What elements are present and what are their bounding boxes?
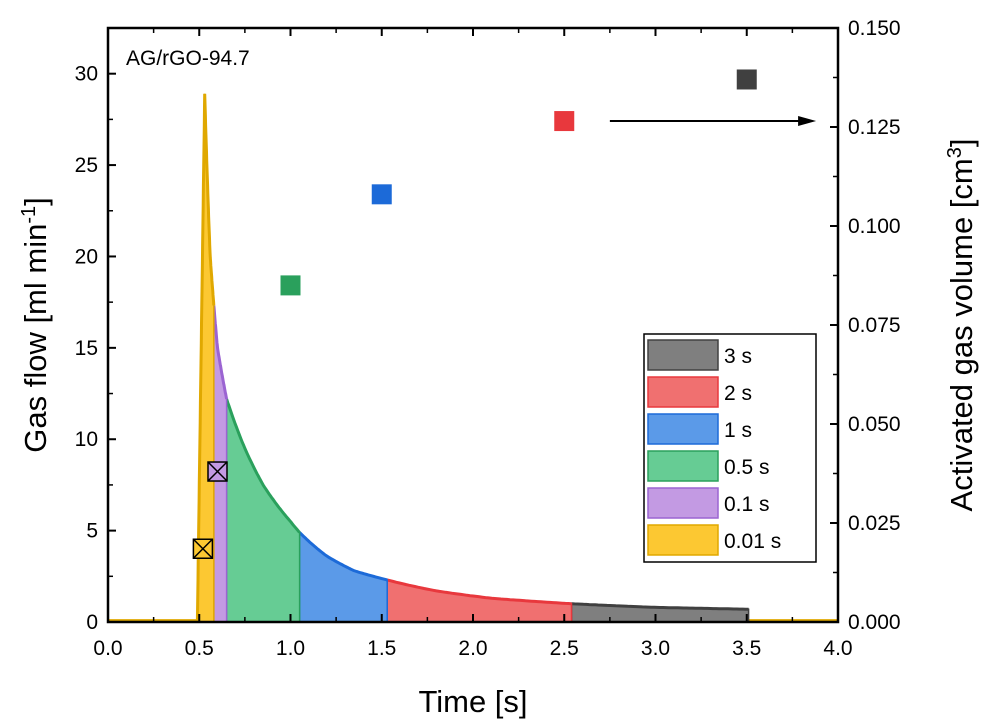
y-right-tick-label: 0.025 bbox=[848, 512, 901, 535]
series-areas bbox=[108, 93, 838, 623]
x-tick-label: 2.5 bbox=[550, 637, 579, 660]
y-left-tick-label: 15 bbox=[75, 337, 98, 360]
y-left-tick-label: 10 bbox=[75, 428, 98, 451]
flow-edge-1-s bbox=[298, 531, 388, 582]
y-right-tick-label: 0.100 bbox=[848, 215, 901, 238]
legend-label-0-5-s: 0.5 s bbox=[724, 456, 770, 479]
legend-label-0-1-s: 0.1 s bbox=[724, 493, 770, 516]
legend-swatch-0-01-s bbox=[647, 524, 719, 556]
volume-marker-cross-0-1-s bbox=[207, 461, 228, 482]
volume-marker-1-s bbox=[371, 184, 392, 205]
volume-marker-0-5-s bbox=[280, 275, 301, 296]
axis-ticks: 0.0 0.5 1.0 1.5 2.0 2.5 3.0 3.5 4.0 0 5 10 15 20 25 30 0… bbox=[75, 17, 901, 660]
legend-swatch-2-s bbox=[647, 376, 719, 408]
y-right-tick-label: 0.000 bbox=[848, 611, 901, 634]
y-axis-right-title: Activated gas volume [cm3] bbox=[944, 139, 979, 512]
y-right-title-text: Activated gas volume [cm bbox=[944, 158, 979, 511]
arrow-head bbox=[798, 116, 817, 127]
flow-edge-0-1-s bbox=[212, 305, 229, 400]
x-tick-label: 4.0 bbox=[823, 637, 852, 660]
x-tick-label: 1.0 bbox=[276, 637, 305, 660]
volume-marker-3-s bbox=[736, 69, 757, 90]
y-left-title-text: Gas flow [ml min bbox=[18, 224, 53, 453]
arrow-annotation bbox=[609, 116, 817, 127]
y-right-title-end: ] bbox=[944, 139, 979, 148]
x-tick-label: 0.0 bbox=[93, 637, 122, 660]
y-left-tick-label: 0 bbox=[86, 611, 98, 634]
y-left-tick-label: 20 bbox=[75, 245, 98, 268]
legend-label-1-s: 1 s bbox=[724, 419, 752, 442]
y-left-title-sup: -1 bbox=[18, 206, 40, 224]
y-right-tick-label: 0.050 bbox=[848, 413, 901, 436]
chart-annotation: AG/rGO-94.7 bbox=[126, 47, 250, 70]
x-axis-title: Time [s] bbox=[418, 684, 527, 719]
y-left-tick-label: 25 bbox=[75, 154, 98, 177]
legend-swatch-3-s bbox=[647, 339, 719, 371]
volume-marker-2-s bbox=[554, 111, 575, 132]
y-left-title-end: ] bbox=[18, 197, 53, 206]
legend: 3 s 2 s 1 s 0.5 s 0.1 s 0.01 s bbox=[643, 333, 817, 563]
flow-edge-0-01-s bbox=[195, 93, 216, 621]
volume-markers bbox=[192, 69, 757, 559]
x-tick-label: 3.5 bbox=[732, 637, 761, 660]
legend-swatch-0-1-s bbox=[647, 487, 719, 519]
y-right-title-sup: 3 bbox=[944, 147, 966, 158]
legend-label-2-s: 2 s bbox=[724, 382, 752, 405]
x-tick-label: 1.5 bbox=[367, 637, 396, 660]
flow-edge-3-s bbox=[571, 602, 749, 611]
y-axis-left-title: Gas flow [ml min-1] bbox=[18, 197, 53, 453]
legend-swatch-1-s bbox=[647, 413, 719, 445]
legend-label-3-s: 3 s bbox=[724, 345, 752, 368]
x-tick-label: 3.0 bbox=[641, 637, 670, 660]
x-tick-label: 2.0 bbox=[458, 637, 487, 660]
flow-edge-2-s bbox=[386, 578, 572, 606]
y-right-tick-label: 0.125 bbox=[848, 116, 901, 139]
legend-label-0-01-s: 0.01 s bbox=[724, 530, 781, 553]
x-tick-label: 0.5 bbox=[185, 637, 214, 660]
y-right-tick-label: 0.075 bbox=[848, 314, 901, 337]
y-left-tick-label: 5 bbox=[86, 520, 98, 543]
flow-edge-0-5-s bbox=[225, 398, 301, 534]
legend-box bbox=[643, 333, 817, 563]
volume-marker-cross-0-01-s bbox=[192, 538, 213, 559]
y-left-tick-label: 30 bbox=[75, 63, 98, 86]
y-right-tick-label: 0.150 bbox=[848, 17, 901, 40]
legend-swatch-0-5-s bbox=[647, 450, 719, 482]
